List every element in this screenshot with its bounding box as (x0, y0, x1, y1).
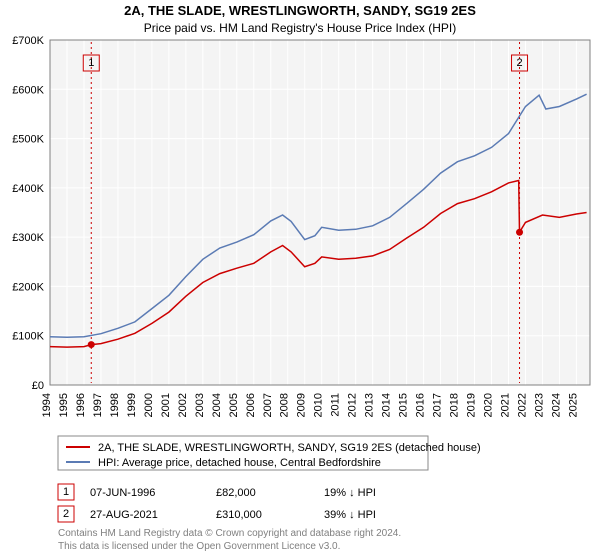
x-tick-label: 1995 (58, 393, 70, 417)
x-tick-label: 2024 (550, 393, 562, 417)
x-tick-label: 2025 (567, 393, 579, 417)
chart-container: 2A, THE SLADE, WRESTLINGWORTH, SANDY, SG… (0, 0, 600, 560)
x-tick-label: 1998 (109, 393, 121, 417)
legend-label: 2A, THE SLADE, WRESTLINGWORTH, SANDY, SG… (98, 442, 481, 454)
sale-row-price: £310,000 (216, 509, 262, 521)
x-tick-label: 2007 (262, 393, 274, 417)
y-tick-label: £0 (32, 380, 44, 392)
x-tick-label: 2011 (330, 393, 342, 417)
sale-point-dot (516, 229, 523, 236)
sale-row-date: 07-JUN-1996 (90, 487, 155, 499)
footer-line-2: This data is licensed under the Open Gov… (58, 541, 340, 552)
footer-line-1: Contains HM Land Registry data © Crown c… (58, 528, 401, 539)
x-tick-label: 2000 (143, 393, 155, 417)
sale-marker-number: 2 (516, 57, 522, 69)
x-tick-label: 1999 (126, 393, 138, 417)
x-tick-label: 2013 (364, 393, 376, 417)
x-tick-label: 2022 (516, 393, 528, 417)
y-tick-label: £700K (12, 35, 44, 47)
x-tick-label: 2023 (533, 393, 545, 417)
x-tick-label: 2019 (466, 393, 478, 417)
y-tick-label: £500K (12, 134, 44, 146)
x-tick-label: 2004 (211, 393, 223, 417)
sale-point-dot (88, 341, 95, 348)
sale-row-number: 2 (63, 508, 69, 520)
y-tick-label: £300K (12, 232, 44, 244)
x-tick-label: 2006 (245, 393, 257, 417)
x-tick-label: 2016 (415, 393, 427, 417)
y-tick-label: £600K (12, 84, 44, 96)
x-tick-label: 2021 (499, 393, 511, 417)
sale-marker-number: 1 (88, 57, 94, 69)
x-tick-label: 2015 (398, 393, 410, 417)
x-tick-label: 2003 (194, 393, 206, 417)
y-tick-label: £200K (12, 281, 44, 293)
x-tick-label: 2012 (347, 393, 359, 417)
legend-label: HPI: Average price, detached house, Cent… (98, 457, 381, 469)
chart-svg: 2A, THE SLADE, WRESTLINGWORTH, SANDY, SG… (0, 0, 600, 560)
sale-row-pct: 19% ↓ HPI (324, 487, 376, 499)
x-tick-label: 2009 (296, 393, 308, 417)
x-tick-label: 1997 (92, 393, 104, 417)
x-tick-label: 2008 (279, 393, 291, 417)
chart-subtitle: Price paid vs. HM Land Registry's House … (144, 21, 456, 35)
y-tick-label: £100K (12, 331, 44, 343)
plot-background (50, 40, 590, 385)
x-tick-label: 1996 (75, 393, 87, 417)
x-tick-label: 2017 (432, 393, 444, 417)
x-tick-label: 2018 (449, 393, 461, 417)
x-tick-label: 2001 (160, 393, 172, 417)
sale-row-pct: 39% ↓ HPI (324, 509, 376, 521)
x-tick-label: 2002 (177, 393, 189, 417)
sale-row-price: £82,000 (216, 487, 256, 499)
x-tick-label: 2014 (381, 393, 393, 417)
chart-title: 2A, THE SLADE, WRESTLINGWORTH, SANDY, SG… (124, 3, 476, 18)
x-tick-label: 2010 (313, 393, 325, 417)
sale-row-number: 1 (63, 486, 69, 498)
y-tick-label: £400K (12, 183, 44, 195)
x-tick-label: 2020 (483, 393, 495, 417)
sale-row-date: 27-AUG-2021 (90, 509, 158, 521)
x-tick-label: 2005 (228, 393, 240, 417)
x-tick-label: 1994 (41, 393, 53, 417)
